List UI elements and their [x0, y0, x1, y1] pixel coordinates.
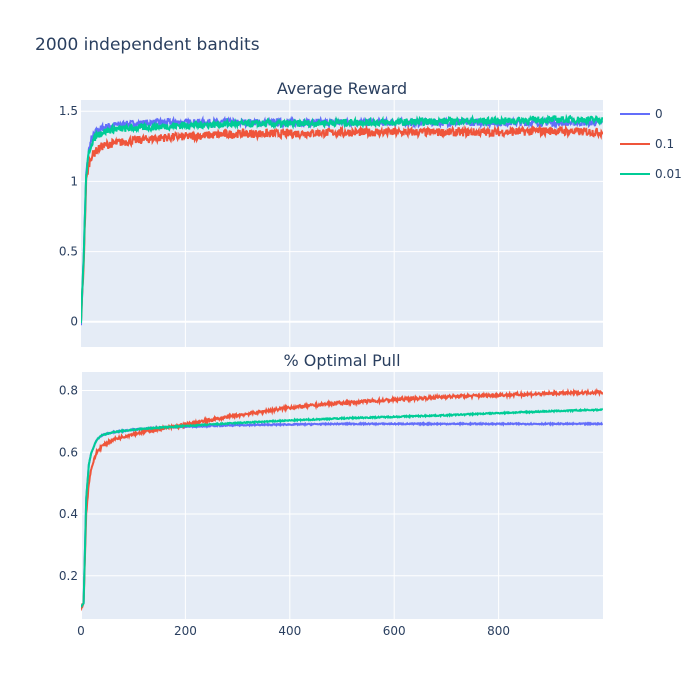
- x-tick-label: 600: [383, 624, 406, 638]
- y-tick-label: 0.8: [59, 384, 78, 398]
- y-tick-label: 1.5: [59, 104, 78, 118]
- subplot-title: % Optimal Pull: [283, 351, 400, 370]
- x-tick-label: 200: [174, 624, 197, 638]
- legend-label: 0.01: [655, 167, 682, 181]
- legend-label: 0: [655, 107, 663, 121]
- optimal-pull-panel: 0 200 400 600 800 0.2 0.4 0.6 0.8 % Optimal Pull: [59, 351, 603, 638]
- legend-item-0[interactable]: 0: [620, 107, 663, 121]
- series-line-0-01[interactable]: [81, 113, 603, 324]
- subplot-title: Average Reward: [277, 79, 407, 98]
- series-line-0-01[interactable]: [81, 407, 603, 608]
- plot-area[interactable]: [81, 372, 603, 619]
- x-tick-label: 0: [77, 624, 85, 638]
- legend-label: 0.1: [655, 137, 674, 151]
- y-tick-label: 1: [70, 174, 78, 188]
- figure-title: 2000 independent bandits: [35, 35, 260, 55]
- average-reward-panel: 0 0.5 1 1.5 Average Reward: [59, 79, 603, 347]
- y-tick-label: 0.5: [59, 245, 78, 259]
- y-tick-label: 0.2: [59, 569, 78, 583]
- series-line-0-1[interactable]: [81, 124, 603, 322]
- y-tick-label: 0: [70, 315, 78, 329]
- legend[interactable]: 0 0.1 0.01: [620, 107, 682, 181]
- x-tick-label: 400: [278, 624, 301, 638]
- x-tick-label: 800: [487, 624, 510, 638]
- legend-item-0-01[interactable]: 0.01: [620, 167, 682, 181]
- y-tick-label: 0.6: [59, 445, 78, 459]
- legend-item-0-1[interactable]: 0.1: [620, 137, 674, 151]
- y-tick-label: 0.4: [59, 507, 78, 521]
